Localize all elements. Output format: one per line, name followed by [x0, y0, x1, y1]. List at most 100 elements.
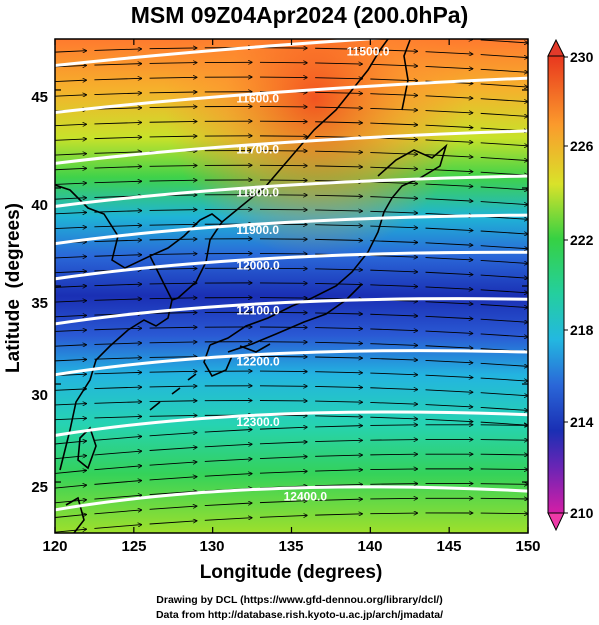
height-contour-line: [55, 410, 528, 437]
wind-arrow: [94, 93, 141, 94]
x-tick-label: 120: [42, 538, 67, 555]
wind-arrow: [370, 425, 417, 426]
wind-arrow: [149, 342, 197, 343]
wind-arrow: [370, 285, 417, 287]
wind-arrow: [315, 48, 362, 49]
wind-arrow: [425, 330, 473, 333]
wind-arrow: [480, 454, 528, 455]
wind-arrow: [94, 49, 141, 50]
y-tick-label: 40: [31, 197, 48, 214]
wind-arrow: [370, 417, 417, 419]
wind-arrow: [204, 459, 252, 462]
wind-arrow: [315, 283, 362, 284]
wind-arrow: [480, 513, 528, 514]
wind-arrow: [425, 198, 473, 201]
wind-arrow: [315, 195, 362, 196]
wind-arrow: [149, 180, 197, 181]
wind-arrow: [315, 440, 362, 441]
wind-arrow: [425, 286, 473, 289]
wind-arrow: [370, 329, 417, 331]
wind-arrow: [315, 401, 362, 402]
wind-arrow: [480, 230, 528, 234]
wind-arrow: [480, 469, 528, 470]
wind-arrow: [480, 157, 528, 160]
wind-arrow: [55, 168, 86, 170]
wind-arrow: [94, 510, 141, 515]
wind-arrow: [149, 462, 197, 466]
wind-arrow: [480, 186, 528, 190]
wind-arrow: [425, 65, 473, 68]
wind-arrow: [370, 358, 417, 360]
wind-arrow: [149, 283, 197, 284]
wind-arrow: [94, 402, 141, 403]
wind-arrow: [315, 225, 362, 226]
wind-arrow: [204, 503, 252, 507]
wind-arrow: [370, 513, 417, 514]
wind-arrow: [480, 259, 528, 263]
wind-arrow: [315, 269, 362, 270]
wind-arrow: [370, 182, 417, 184]
wind-arrow: [480, 440, 528, 441]
wind-arrow: [94, 358, 141, 359]
wind-arrow: [55, 389, 86, 391]
wind-arrow: [370, 167, 417, 169]
wind-arrow: [55, 500, 86, 504]
height-contours: 11500.0 11600.0 11700.0 11800.0 11900.0 12000…: [55, 39, 528, 512]
wind-arrow: [55, 470, 86, 474]
wind-arrow: [149, 506, 197, 510]
wind-arrow: [480, 201, 528, 205]
wind-arrow: [370, 402, 417, 404]
wind-arrow: [94, 416, 141, 417]
wind-arrow: [149, 357, 197, 358]
wind-arrow: [55, 227, 86, 229]
wind-arrow: [55, 80, 86, 82]
wind-arrow: [149, 298, 197, 299]
wind-arrow: [425, 139, 473, 142]
wind-arrow: [480, 289, 528, 293]
colorbar-top-arrow: [547, 38, 565, 57]
wind-arrow: [370, 255, 417, 257]
wind-arrow: [425, 227, 473, 230]
wind-arrow: [425, 95, 473, 98]
wind-arrow: [480, 83, 528, 87]
height-contour-line: [55, 349, 528, 377]
contour-label: 11600.0: [236, 92, 279, 106]
y-tick-label: 25: [31, 479, 48, 496]
wind-arrow: [480, 421, 528, 425]
height-contour-line: [55, 485, 528, 512]
wind-arrow: [315, 455, 362, 456]
wind-arrow: [150, 33, 197, 34]
wind-arrow: [425, 418, 473, 421]
wind-arrow: [315, 386, 362, 387]
wind-arrow: [55, 51, 86, 53]
wind-arrow: [149, 327, 197, 328]
wind-arrow: [370, 123, 417, 125]
wind-arrow: [149, 92, 197, 93]
wind-arrow: [315, 514, 362, 515]
wind-arrow: [55, 514, 86, 518]
wind-arrow: [315, 78, 362, 79]
wind-arrow: [94, 255, 141, 256]
wind-arrow: [149, 136, 197, 137]
wind-arrow: [94, 78, 141, 79]
wind-arrow: [480, 54, 528, 58]
wind-arrow: [94, 108, 141, 109]
wind-arrow: [480, 333, 528, 337]
wind-arrow: [425, 242, 473, 245]
wind-arrow: [94, 372, 141, 373]
wind-arrow: [149, 77, 197, 78]
wind-arrow: [94, 64, 141, 65]
wind-arrow: [204, 518, 252, 521]
wind-arrow: [94, 181, 141, 182]
wind-arrow: [94, 240, 141, 241]
wind-arrow: [425, 301, 473, 304]
wind-arrow: [480, 245, 528, 249]
wind-arrow: [315, 63, 362, 64]
wind-arrow: [149, 224, 197, 225]
wind-arrow: [55, 404, 86, 406]
wind-arrow: [149, 166, 197, 167]
wind-arrow: [315, 151, 362, 152]
colorbar-body: [547, 55, 565, 514]
wind-arrow: [149, 107, 197, 108]
